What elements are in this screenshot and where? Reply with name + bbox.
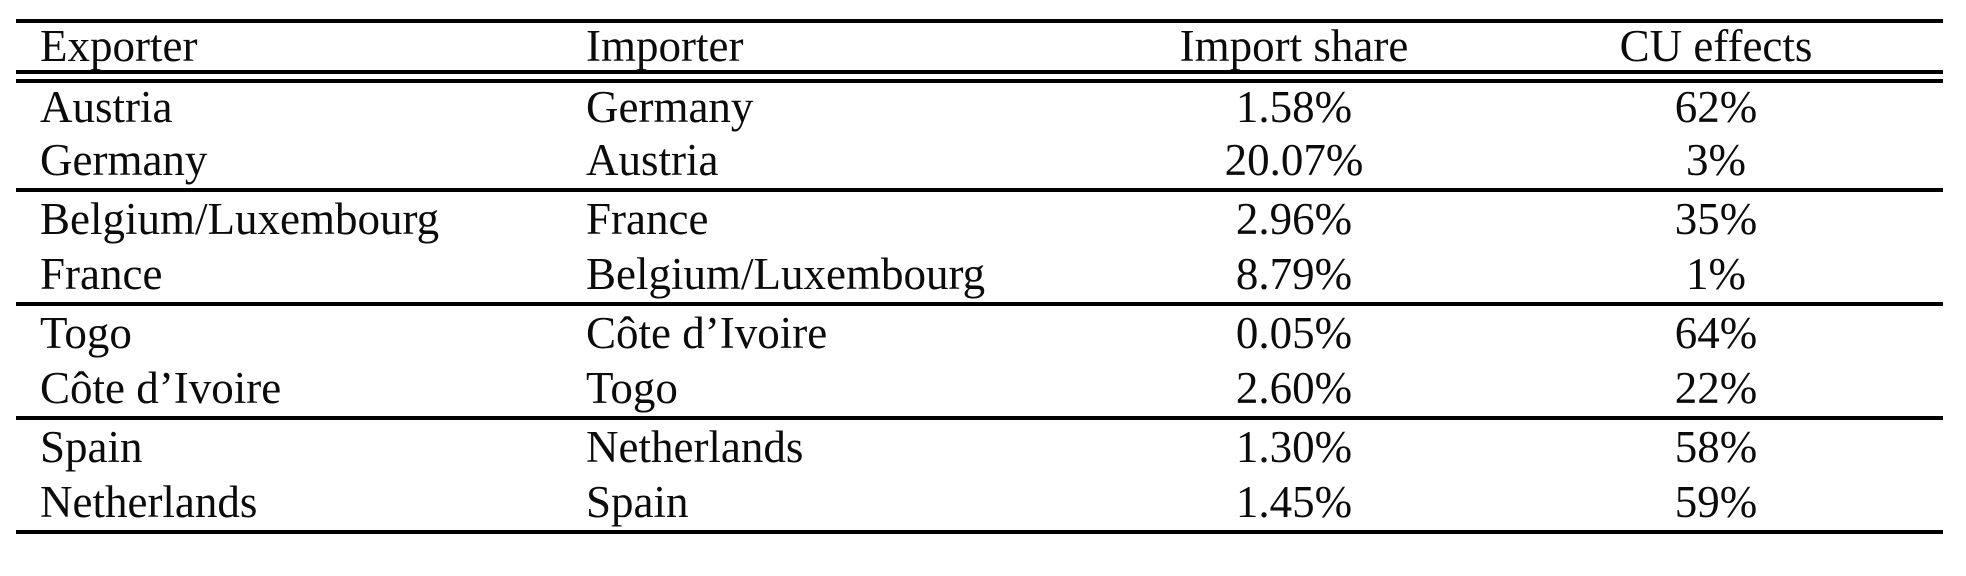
table-row: Austria Germany 1.58% 62% (16, 76, 1943, 133)
col-header-exporter: Exporter (40, 20, 198, 71)
table-row: Côte d’Ivoire Togo 2.60% 22% (16, 361, 1943, 418)
spacer-cell (1918, 475, 1943, 532)
import-share-cell: 1.30% (1235, 422, 1353, 472)
table-row: Germany Austria 20.07% 3% (16, 133, 1943, 190)
header-row: Exporter Importer Import share CU effect… (16, 21, 1943, 76)
table-row: Togo Côte d’Ivoire 0.05% 64% (16, 304, 1943, 361)
country-pair-group-togo-cotedivoire: Togo Côte d’Ivoire 0.05% 64% Côte d’Ivoi… (16, 304, 1943, 418)
cu-effects-table: Exporter Importer Import share CU effect… (16, 19, 1943, 534)
spacer-cell (1918, 76, 1943, 133)
exporter-cell: Spain (40, 422, 143, 472)
spacer-cell (1918, 304, 1943, 361)
import-share-cell: 8.79% (1235, 249, 1353, 299)
importer-cell: Côte d’Ivoire (586, 308, 828, 358)
exporter-cell: Togo (40, 308, 132, 358)
importer-cell: Belgium/Luxembourg (586, 249, 986, 299)
cu-effects-cell: 35% (1674, 194, 1758, 244)
importer-cell: Austria (586, 135, 719, 185)
importer-cell: Spain (586, 477, 689, 527)
import-share-cell: 20.07% (1224, 135, 1364, 185)
country-pair-group-spain-netherlands: Spain Netherlands 1.30% 58% Netherlands … (16, 418, 1943, 532)
import-share-cell: 0.05% (1235, 308, 1353, 358)
table-row: Belgium/Luxembourg France 2.96% 35% (16, 190, 1943, 247)
col-header-import-share: Import share (1179, 20, 1409, 71)
exporter-cell: Côte d’Ivoire (40, 363, 282, 413)
cu-effects-cell: 59% (1674, 477, 1758, 527)
exporter-cell: Belgium/Luxembourg (40, 194, 440, 244)
col-header-importer: Importer (586, 20, 744, 71)
importer-cell: Togo (586, 363, 678, 413)
table-header: Exporter Importer Import share CU effect… (16, 21, 1943, 76)
cu-effects-cell: 22% (1674, 363, 1758, 413)
cu-effects-cell: 58% (1674, 422, 1758, 472)
cu-effects-cell: 3% (1686, 135, 1746, 185)
country-pair-group-austria-germany: Austria Germany 1.58% 62% Germany Austri… (16, 76, 1943, 190)
cu-effects-cell: 1% (1686, 249, 1746, 299)
exporter-cell: France (40, 249, 163, 299)
exporter-cell: Austria (40, 82, 173, 133)
table-row: France Belgium/Luxembourg 8.79% 1% (16, 247, 1943, 304)
cu-effects-cell: 64% (1674, 308, 1758, 358)
table-row: Spain Netherlands 1.30% 58% (16, 418, 1943, 475)
spacer-cell (1918, 247, 1943, 304)
import-share-cell: 2.60% (1235, 363, 1353, 413)
importer-cell: France (586, 194, 709, 244)
spacer-cell (1918, 133, 1943, 190)
table-row: Netherlands Spain 1.45% 59% (16, 475, 1943, 532)
country-pair-group-belgium-france: Belgium/Luxembourg France 2.96% 35% Fran… (16, 190, 1943, 304)
spacer-cell (1918, 21, 1943, 76)
import-share-cell: 1.58% (1235, 82, 1353, 133)
importer-cell: Netherlands (586, 422, 804, 472)
cu-effects-cell: 62% (1674, 82, 1758, 133)
import-share-cell: 1.45% (1235, 477, 1353, 527)
exporter-cell: Germany (40, 135, 208, 185)
spacer-cell (1918, 190, 1943, 247)
importer-cell: Germany (586, 82, 754, 133)
exporter-cell: Netherlands (40, 477, 258, 527)
import-share-cell: 2.96% (1235, 194, 1353, 244)
col-header-cu-effects: CU effects (1619, 20, 1813, 71)
spacer-cell (1918, 361, 1943, 418)
spacer-cell (1918, 418, 1943, 475)
